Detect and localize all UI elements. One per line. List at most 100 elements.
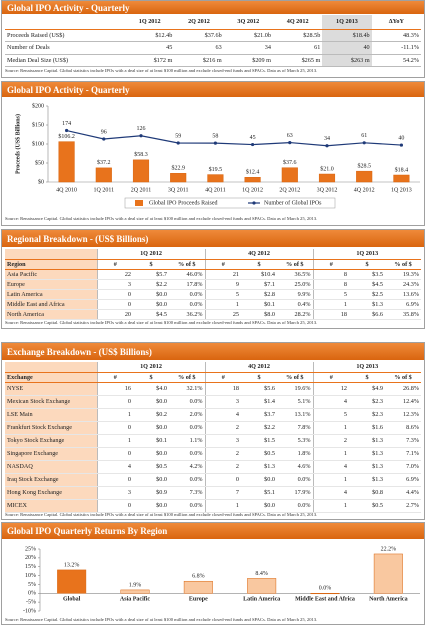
x-tick-label: 1Q 2011: [93, 187, 114, 193]
value-cell: $263 m: [322, 54, 372, 67]
value-cell: $0.2: [133, 408, 169, 422]
value-cell: $21.0b: [223, 29, 273, 42]
period-header: 1Q 2013: [312, 362, 421, 373]
subheader: $: [133, 259, 169, 270]
value-cell: 0.0%: [277, 499, 313, 513]
header-row: 1Q 2012 2Q 2012 3Q 2012 4Q 2012 1Q 2013 ΔYoY: [5, 15, 421, 30]
value-label: $37.6: [283, 159, 297, 166]
value-cell: 5: [312, 289, 349, 300]
value-cell: $5.7: [133, 269, 169, 280]
row-header: Region: [5, 259, 97, 270]
value-cell: $6.6: [349, 309, 385, 320]
value-cell: $0.5: [349, 499, 385, 513]
x-tick-label: 1Q 2013: [391, 187, 412, 193]
value-cell: 7.8%: [277, 421, 313, 435]
line-point: [362, 141, 366, 145]
value-cell: 7.1%: [385, 447, 421, 461]
x-tick-label: 3Q 2011: [168, 187, 189, 193]
value-cell: 34: [223, 41, 273, 55]
data-table: 1Q 2012 2Q 2012 3Q 2012 4Q 2012 1Q 2013 ΔYoY P…: [5, 15, 421, 67]
period-header: 1Q 2013: [312, 249, 421, 260]
value-cell: 63: [174, 41, 224, 55]
value-label: 34: [324, 136, 330, 142]
column-header: 2Q 2012: [174, 15, 224, 30]
value-cell: $4.5: [349, 279, 385, 290]
y-tick-label: 5%: [28, 582, 36, 588]
x-tick-label: Global: [63, 597, 81, 603]
value-cell: $1.3: [349, 460, 385, 474]
x-tick-label: Europe: [189, 597, 208, 603]
subheader: #: [312, 372, 349, 383]
value-label: 45: [250, 135, 256, 141]
value-cell: 28.2%: [277, 309, 313, 320]
section-title: Regional Breakdown - (US$ Billions): [2, 230, 424, 247]
subheader: % of $: [277, 259, 313, 270]
line-point: [139, 134, 143, 138]
value-cell: 12.4%: [385, 395, 421, 409]
row-label: LSE Main: [5, 408, 97, 422]
value-cell: 6.9%: [385, 299, 421, 310]
subheader: $: [241, 372, 277, 383]
value-cell: 0.0%: [169, 289, 205, 300]
period-header: 1Q 2012: [96, 362, 205, 373]
value-cell: 1.8%: [277, 447, 313, 461]
table-row: LSE Main 1 $0.2 2.0% 4 $3.7 13.1% 5 $2.3 12.3%: [5, 408, 421, 422]
bar: [244, 177, 261, 183]
value-cell: 5: [312, 408, 349, 422]
column-header: 1Q 2012: [125, 15, 175, 30]
table-row: NASDAQ 4 $0.5 4.2% 2 $1.3 4.6% 4 $1.3 7.0%: [5, 460, 421, 474]
bar: [132, 159, 150, 183]
value-cell: 8: [312, 279, 349, 290]
row-label: Europe: [5, 279, 97, 290]
source-note: Source: Renaissance Capital. Global stat…: [5, 320, 318, 325]
value-cell: 0: [96, 473, 133, 487]
bar: [247, 578, 277, 594]
bar: [373, 553, 403, 594]
value-cell: $7.1: [241, 279, 277, 290]
value-label: 22.2%: [381, 546, 397, 552]
value-cell: $209 m: [223, 54, 273, 67]
value-cell: 1: [312, 447, 349, 461]
table-row: Iraq Stock Exchange 0 $0.0 0.0% 0 $0.0 0.0% 1 $1…: [5, 473, 421, 487]
table-row: Number of Deals 45 63 34 61 40 -11.1%: [5, 41, 421, 55]
line-point: [213, 141, 217, 145]
y-tick-label: 15%: [25, 564, 36, 570]
subheader: % of $: [277, 372, 313, 383]
value-cell: 1: [312, 299, 349, 310]
value-cell: 2: [204, 421, 241, 435]
row-label: Iraq Stock Exchange: [5, 473, 97, 487]
line-point: [65, 128, 69, 133]
y-tick-label: 10%: [25, 573, 36, 579]
value-cell: 0.0%: [169, 447, 205, 461]
section-title: Global IPO Activity - Quarterly: [2, 82, 424, 97]
table-row: Singapore Exchange 0 $0.0 0.0% 2 $0.5 1.8% 1 $1.…: [5, 447, 421, 461]
value-cell: $2.3: [349, 408, 385, 422]
subheader: % of $: [169, 372, 205, 383]
value-cell: 4: [312, 486, 349, 500]
corner-cell: [5, 249, 97, 260]
x-tick-label: North America: [369, 597, 408, 603]
value-cell: 6.9%: [385, 473, 421, 487]
column-header: 1Q 2013: [322, 15, 372, 30]
value-cell: $1.3: [349, 434, 385, 448]
row-label: Mexican Stock Exchange: [5, 395, 97, 409]
x-tick-label: 2Q 2012: [279, 187, 300, 193]
row-label: NYSE: [5, 382, 97, 396]
value-cell: 46.0%: [169, 269, 205, 280]
value-cell: 20: [96, 309, 133, 320]
x-tick-label: 3Q 2012: [317, 187, 338, 193]
value-cell: 17.8%: [169, 279, 205, 290]
value-cell: $2.2: [241, 421, 277, 435]
value-cell: 2.0%: [169, 408, 205, 422]
value-cell: $1.3: [349, 299, 385, 310]
value-cell: 4: [96, 460, 133, 474]
value-cell: $2.5: [349, 289, 385, 300]
value-cell: $1.4: [241, 395, 277, 409]
subheader: $: [241, 259, 277, 270]
value-label: $22.9: [171, 165, 185, 172]
subheader: #: [312, 259, 349, 270]
value-cell: 7.3%: [385, 434, 421, 448]
source-note: Source: Renaissance Capital. Global stat…: [5, 512, 318, 517]
legend-swatch: [135, 200, 143, 206]
y-axis-title: Proceeds (US$ Billions): [14, 114, 21, 174]
